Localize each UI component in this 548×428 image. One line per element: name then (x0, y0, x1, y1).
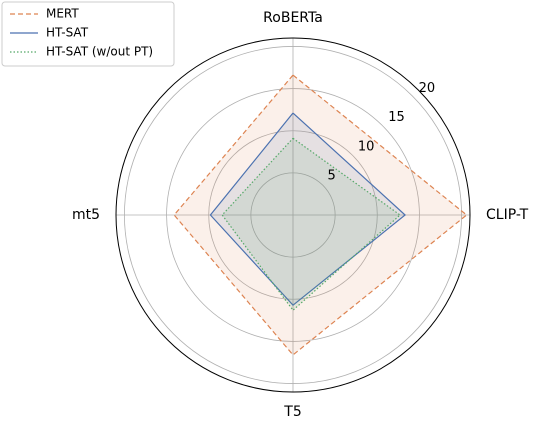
series-line (173, 74, 468, 356)
r-tick-label: 20 (419, 81, 436, 96)
legend-label: HT-SAT (46, 26, 89, 40)
r-tick-label: 10 (358, 139, 375, 154)
r-tick-label: 15 (388, 110, 405, 125)
category-label: mt5 (72, 207, 100, 223)
legend-label: HT-SAT (w/out PT) (46, 45, 153, 59)
outer-circle (115, 37, 471, 393)
series-area (210, 113, 406, 306)
legend-box (1, 1, 175, 67)
series-line (209, 112, 407, 307)
legend-label: MERT (46, 7, 79, 21)
r-tick-label: 5 (327, 169, 335, 184)
category-label: T5 (283, 404, 301, 420)
category-label: CLIP-T (486, 207, 529, 223)
category-label: RoBERTa (263, 10, 323, 26)
series-line (221, 137, 402, 312)
series-area (222, 138, 401, 311)
series-area (174, 75, 467, 355)
